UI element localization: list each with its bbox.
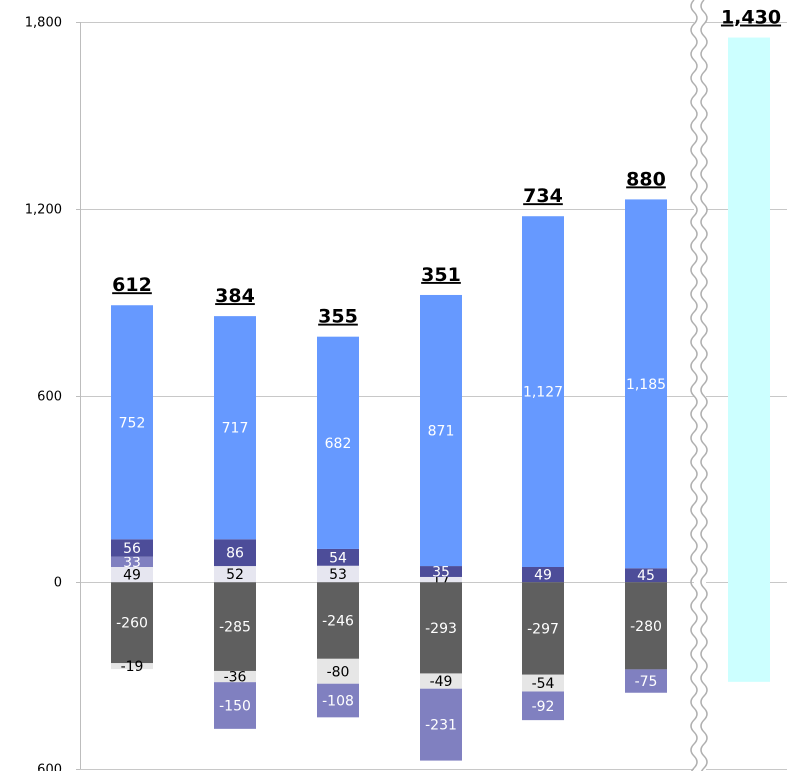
bars: 493356752-260-196125286717-285-36-150384…	[111, 168, 667, 761]
bar-segment	[420, 576, 462, 583]
bar-segment	[420, 582, 462, 674]
total-label: 880	[626, 168, 666, 190]
segment-label: -150	[219, 699, 251, 715]
bar-segment	[317, 565, 359, 583]
segment-label: -80	[327, 664, 350, 680]
y-tick-label: 600	[37, 763, 62, 771]
bar-segment	[522, 674, 564, 692]
bar-segment	[317, 582, 359, 659]
segment-label: 54	[329, 550, 347, 566]
segment-label: -49	[430, 674, 453, 690]
segment-label: -231	[425, 718, 457, 734]
bar-segment	[214, 670, 256, 683]
segment-label: -280	[630, 619, 662, 635]
axis-break-band	[694, 0, 706, 771]
bar-segment	[111, 582, 153, 664]
y-tick-label: 600	[37, 390, 62, 405]
segment-label: 49	[123, 568, 141, 584]
segment-label: 86	[226, 546, 244, 562]
axis-break-line-left	[690, 0, 698, 771]
segment-label: 1,185	[626, 377, 666, 393]
bar-segment	[214, 582, 256, 671]
segment-label: 33	[123, 555, 141, 571]
bar-segment	[522, 582, 564, 675]
segment-label: -36	[224, 670, 247, 686]
bar-segment	[420, 688, 462, 761]
segment-label: 1,127	[523, 385, 563, 401]
segment-label: 682	[325, 436, 352, 452]
bar-segment	[111, 539, 153, 557]
segment-label: 56	[123, 541, 141, 557]
bar-segment	[214, 566, 256, 583]
axis-break	[690, 0, 708, 771]
segment-label: 717	[222, 421, 249, 437]
total-label: 384	[215, 285, 255, 307]
y-axis: 600 0 600 1,200 1,800	[25, 16, 81, 771]
segment-label: 52	[226, 567, 244, 583]
bar-segment	[522, 691, 564, 721]
bar-segment	[111, 663, 153, 670]
segment-label: 45	[637, 568, 655, 584]
total-label: 612	[112, 274, 152, 296]
total-label: 355	[318, 306, 358, 328]
bar-segment	[420, 673, 462, 689]
segment-label: -285	[219, 620, 251, 636]
bar-segment	[522, 216, 564, 567]
bar-segment	[625, 582, 667, 670]
segment-label: -108	[322, 694, 354, 710]
final-bar	[728, 37, 770, 682]
segment-label: -92	[532, 699, 555, 715]
bar-segment	[317, 683, 359, 718]
segment-label: -75	[635, 674, 658, 690]
segment-label: -260	[116, 616, 148, 632]
segment-label: 752	[119, 415, 146, 431]
bar-segment	[111, 566, 153, 583]
bar-segment	[625, 669, 667, 693]
bar-segment	[317, 548, 359, 566]
bar-segment	[317, 658, 359, 684]
segment-label: -54	[532, 676, 555, 692]
bar-segment	[420, 566, 462, 577]
segment-label: -246	[322, 614, 354, 630]
y-tick-label: 1,800	[25, 16, 62, 31]
segment-label: -293	[425, 621, 457, 637]
bar-segment	[111, 556, 153, 567]
y-tick-label: 1,200	[25, 203, 62, 218]
bar-segment	[214, 316, 256, 540]
segment-label: 35	[432, 565, 450, 581]
bar-segment	[214, 682, 256, 729]
bar-segment	[420, 294, 462, 567]
bar-segment	[625, 568, 667, 583]
final-bar-label: 1,430	[721, 7, 781, 29]
bar-segment	[625, 199, 667, 569]
segment-label: 53	[329, 567, 347, 583]
segment-label: -19	[121, 659, 144, 675]
segment-label: 49	[534, 568, 552, 584]
bar-segment	[214, 539, 256, 567]
bar-segment	[111, 305, 153, 540]
bar-segment	[522, 566, 564, 583]
total-label: 734	[523, 185, 563, 207]
total-label: 351	[421, 264, 461, 286]
segment-label: 871	[428, 424, 455, 440]
segment-label: -297	[527, 621, 559, 637]
final-bar-group: 1,430	[721, 7, 781, 682]
y-tick-label: 0	[54, 576, 62, 591]
axis-break-line-right	[700, 0, 708, 771]
bar-segment	[317, 336, 359, 549]
